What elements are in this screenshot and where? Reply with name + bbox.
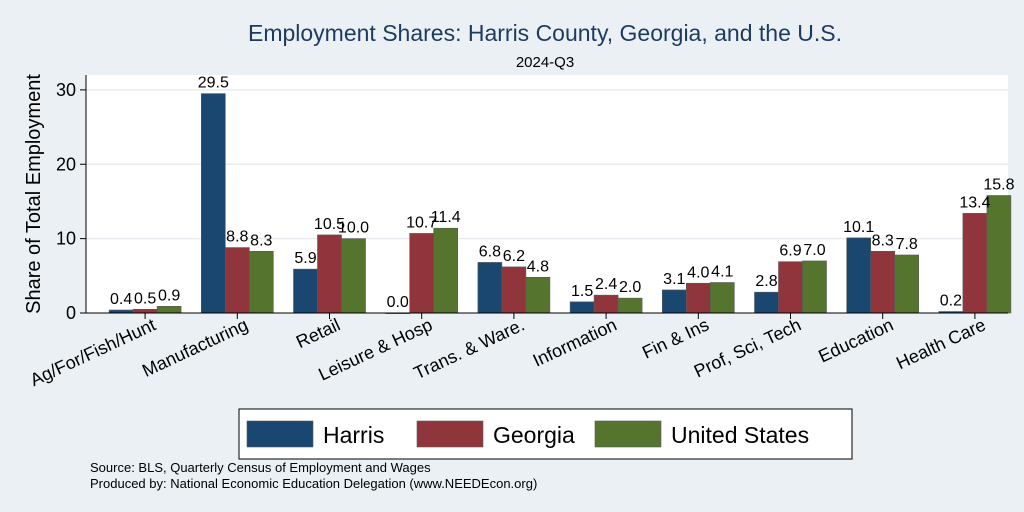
data-label-united-states-prof-sci-tech: 7.0 — [803, 242, 825, 259]
data-label-harris-retail: 5.9 — [294, 250, 316, 267]
y-tick-label: 20 — [56, 154, 76, 174]
data-label-harris-education: 10.1 — [843, 219, 874, 236]
data-label-harris-prof-sci-tech: 2.8 — [755, 273, 777, 290]
data-label-harris-trans-ware: 6.8 — [479, 243, 501, 260]
y-axis-label: Share of Total Employment — [23, 74, 45, 314]
data-label-georgia-prof-sci-tech: 6.9 — [779, 243, 801, 260]
produced-by-note: Produced by: National Economic Education… — [90, 476, 537, 491]
data-label-harris-manufacturing: 29.5 — [198, 75, 229, 92]
data-label-georgia-retail: 10.5 — [314, 216, 345, 233]
data-label-united-states-leisure-hosp: 11.4 — [431, 209, 461, 226]
data-label-georgia-trans-ware: 6.2 — [503, 248, 525, 265]
bar-georgia-fin-ins — [685, 282, 711, 314]
bar-georgia-ag-for-fish-hunt — [132, 308, 158, 314]
chart-subtitle: 2024-Q3 — [516, 54, 574, 71]
data-label-united-states-ag-for-fish-hunt: 0.9 — [158, 287, 180, 304]
y-tick-label: 0 — [66, 303, 76, 323]
bar-georgia-education — [870, 250, 896, 314]
bar-harris-fin-ins — [661, 289, 687, 314]
legend-swatch-georgia — [416, 420, 484, 448]
data-label-harris-leisure-hosp: 0.0 — [387, 294, 409, 311]
data-label-united-states-retail: 10.0 — [338, 220, 369, 237]
bar-georgia-health-care — [962, 213, 988, 314]
bar-georgia-manufacturing — [225, 247, 250, 314]
legend-swatch-harris — [246, 420, 314, 448]
data-label-georgia-leisure-hosp: 10.7 — [406, 214, 437, 231]
chart-title: Employment Shares: Harris County, Georgi… — [248, 20, 842, 46]
bar-united-states-fin-ins — [709, 282, 735, 314]
data-label-harris-health-care: 0.2 — [940, 293, 962, 310]
bar-georgia-leisure-hosp — [409, 233, 435, 314]
data-label-georgia-ag-for-fish-hunt: 0.5 — [134, 290, 156, 307]
bar-harris-education — [846, 237, 872, 314]
data-label-united-states-trans-ware: 4.8 — [527, 258, 549, 275]
bar-georgia-prof-sci-tech — [778, 261, 803, 314]
legend-box — [238, 408, 853, 460]
y-tick-label: 30 — [56, 80, 76, 100]
legend-label-harris: Harris — [323, 422, 384, 448]
data-label-georgia-fin-ins: 4.0 — [687, 264, 709, 281]
bar-georgia-information — [593, 294, 619, 314]
bar-harris-manufacturing — [201, 93, 226, 314]
bar-united-states-prof-sci-tech — [802, 260, 827, 314]
data-label-harris-information: 1.5 — [571, 283, 593, 300]
bar-united-states-information — [617, 297, 643, 314]
data-label-georgia-education: 8.3 — [872, 232, 894, 249]
data-label-united-states-education: 7.8 — [896, 236, 918, 253]
legend-swatch-united-states — [594, 420, 662, 448]
legend-label-georgia: Georgia — [493, 422, 575, 448]
data-label-harris-ag-for-fish-hunt: 0.4 — [110, 291, 132, 308]
bar-harris-prof-sci-tech — [754, 291, 779, 314]
data-label-united-states-fin-ins: 4.1 — [711, 264, 733, 281]
bar-united-states-trans-ware — [525, 276, 551, 314]
bar-united-states-education — [894, 254, 920, 314]
bars — [108, 93, 1012, 314]
bar-united-states-retail — [341, 238, 366, 314]
data-label-harris-fin-ins: 3.1 — [663, 271, 685, 288]
plot-area: 0.4 0.5 0.929.58.8 8.35.910.510.00.010.711.… — [86, 75, 1015, 314]
bar-georgia-trans-ware — [501, 266, 527, 314]
bar-united-states-health-care — [986, 195, 1012, 314]
source-note: Source: BLS, Quarterly Census of Employm… — [90, 460, 431, 475]
data-label-georgia-manufacturing: 8.8 — [226, 229, 248, 246]
bar-harris-retail — [293, 268, 318, 314]
bar-united-states-manufacturing — [249, 250, 274, 314]
bar-harris-information — [569, 301, 595, 314]
bar-united-states-ag-for-fish-hunt — [156, 306, 182, 314]
bar-harris-trans-ware — [477, 262, 503, 314]
legend-label-united-states: United States — [671, 422, 809, 448]
data-labels: 0.4 0.5 0.929.58.8 8.35.910.510.00.010.711.… — [110, 75, 1015, 311]
data-label-georgia-health-care: 13.4 — [959, 194, 990, 211]
data-label-united-states-information: 2.0 — [619, 279, 641, 296]
data-label-united-states-manufacturing: 8.3 — [250, 232, 272, 249]
y-tick-label: 10 — [56, 229, 76, 249]
data-label-united-states-health-care: 15.8 — [983, 176, 1014, 193]
bar-georgia-retail — [317, 234, 342, 314]
data-label-georgia-information: 2.4 — [595, 276, 617, 293]
bar-united-states-leisure-hosp — [433, 227, 459, 314]
legend: Harris Georgia United States — [238, 408, 853, 460]
